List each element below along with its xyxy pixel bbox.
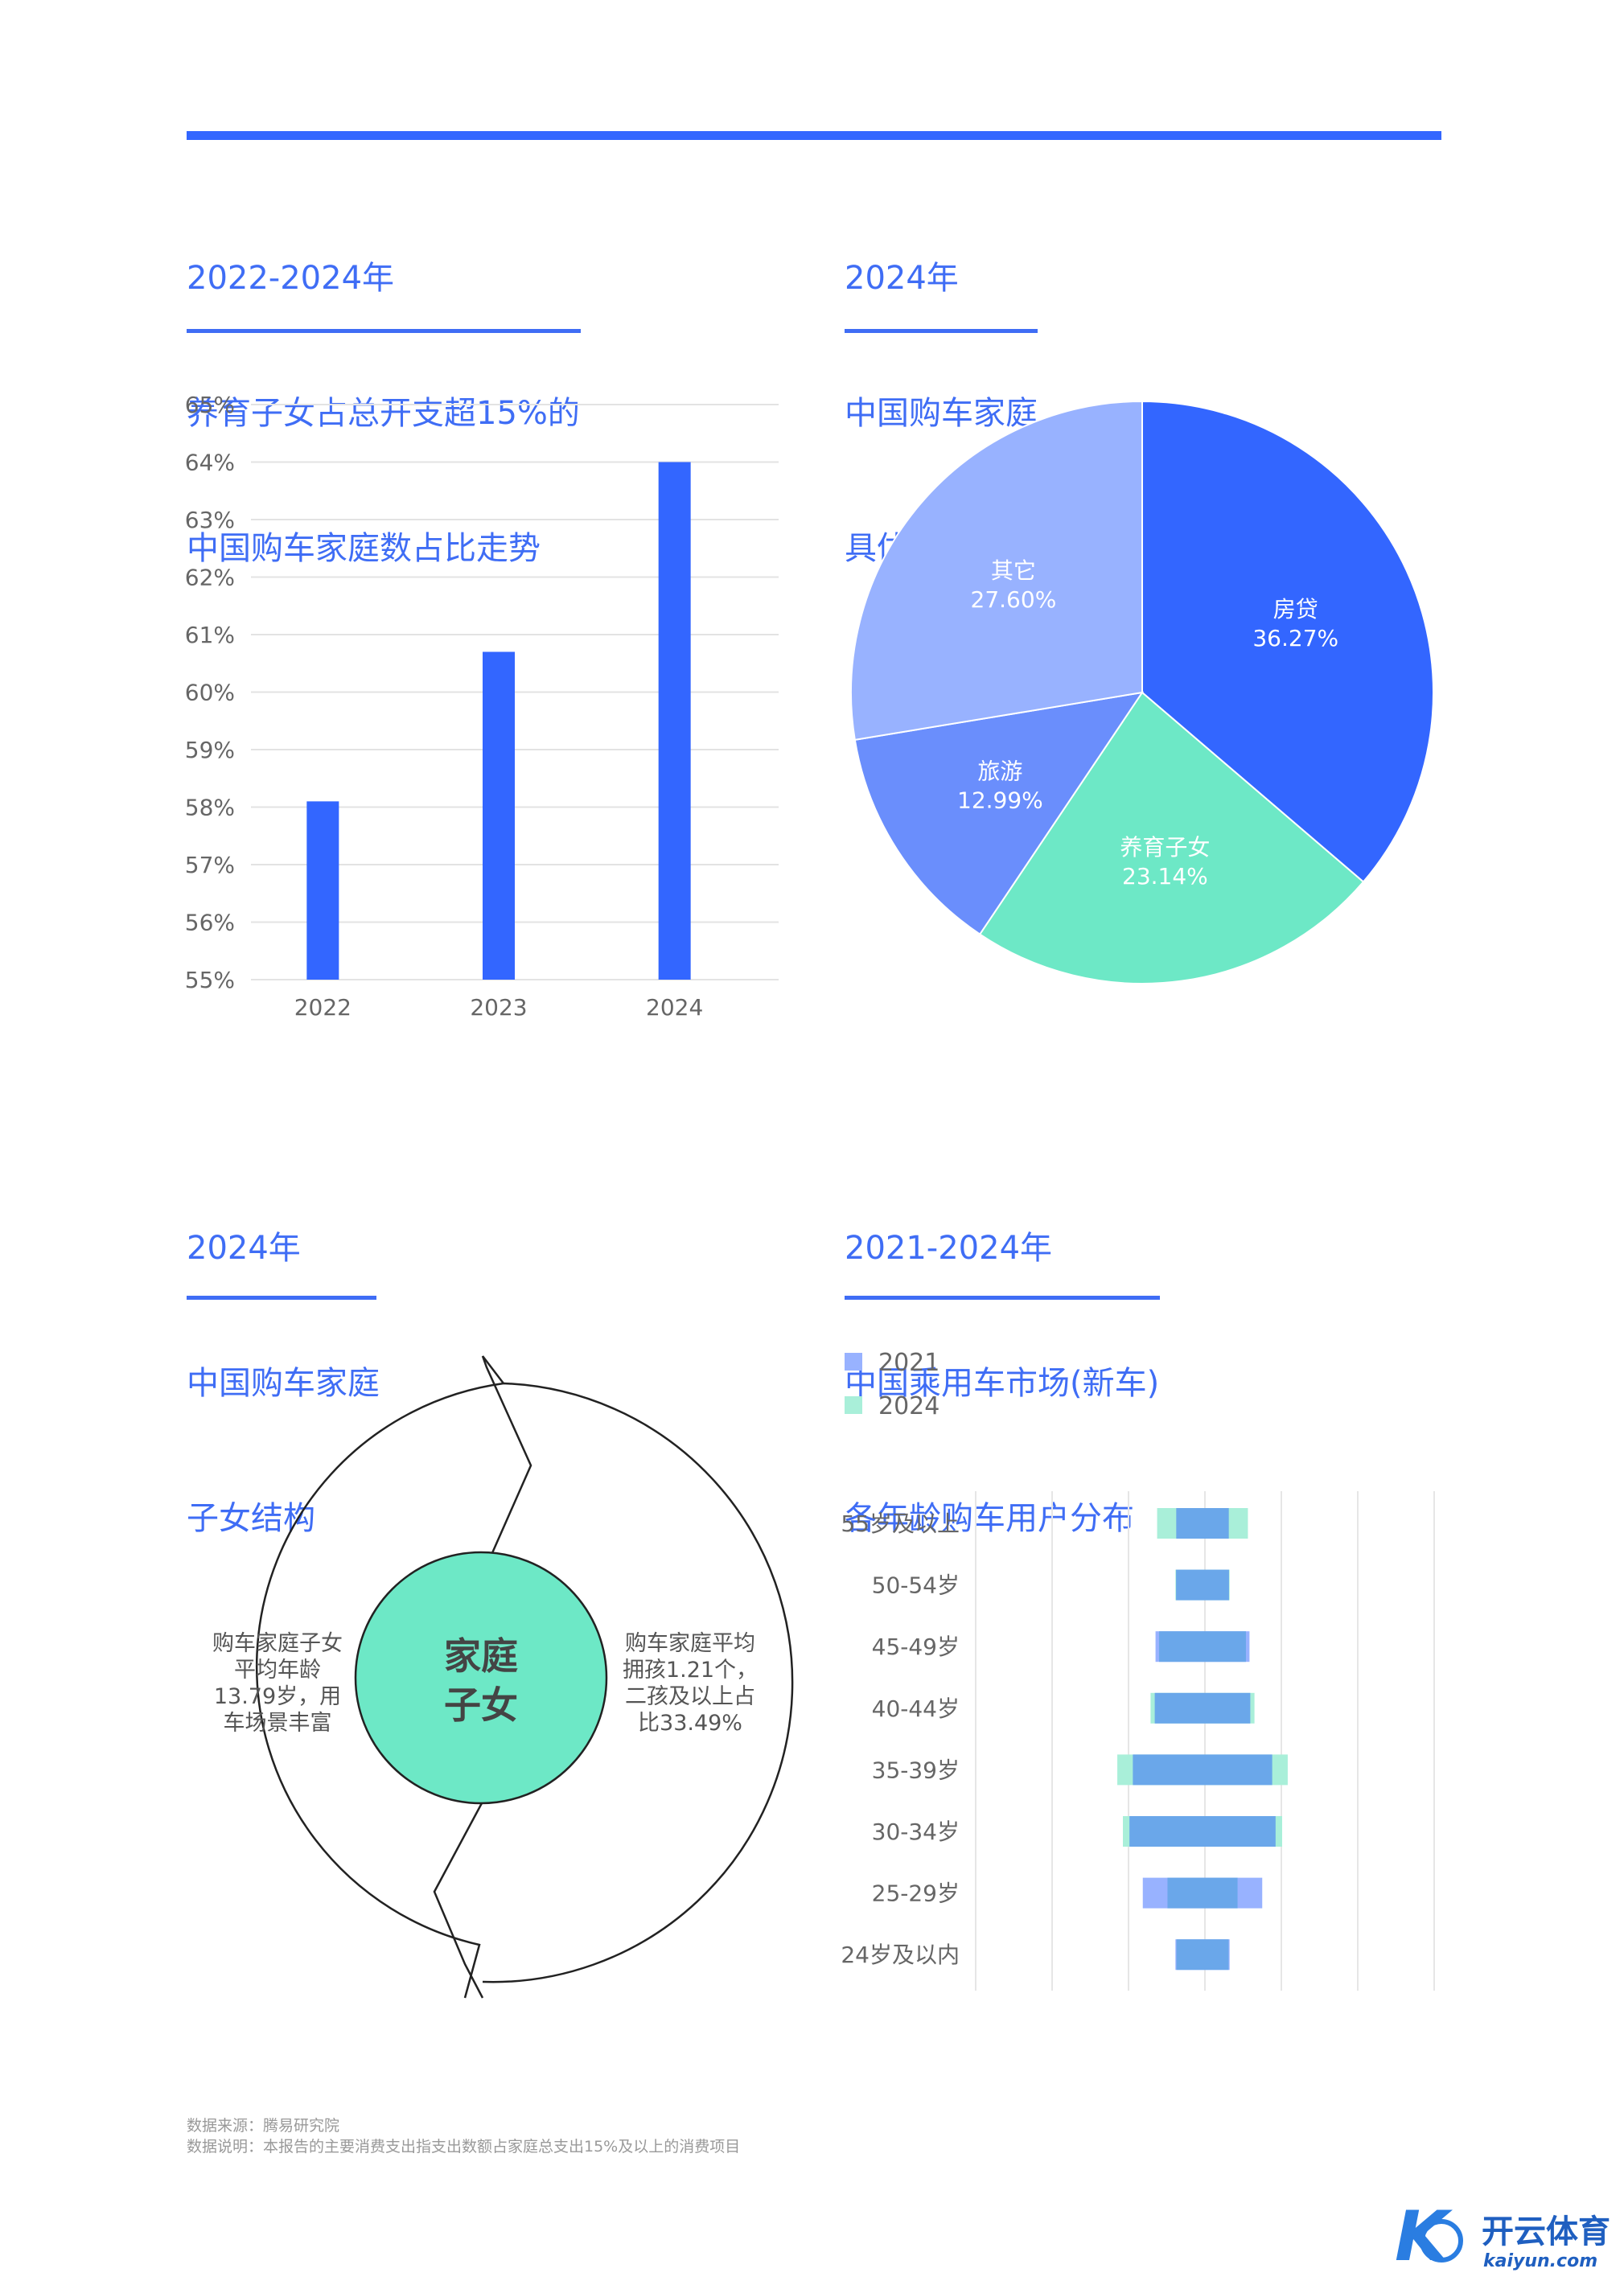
- pie-slice-0: [1141, 400, 1434, 883]
- family-left-text-1: 购车家庭子女: [212, 1631, 343, 1656]
- arrow-bottom: [433, 1801, 484, 1999]
- bar-y-tick-label: 57%: [185, 852, 235, 878]
- family-left-text-4: 车场景丰富: [224, 1711, 332, 1736]
- pie-slice-label: 旅游: [977, 758, 1022, 785]
- bar-2023: [483, 651, 515, 980]
- pie-slice-value: 23.14%: [1122, 863, 1208, 890]
- family-center-circle: [354, 1551, 608, 1805]
- bar-y-tick-label: 62%: [185, 565, 235, 591]
- age-title-underline: [845, 1296, 1160, 1300]
- family-right-text-1: 购车家庭平均: [625, 1631, 755, 1656]
- age-bar-overlap-4: [1133, 1754, 1272, 1786]
- age-bar-overlap-7: [1176, 1939, 1229, 1971]
- age-category-label: 35-39岁: [872, 1757, 960, 1783]
- bar-title-line-1: 2022-2024年: [187, 260, 395, 297]
- age-category-label: 24岁及以内: [841, 1942, 960, 1968]
- bar-y-tick-label: 60%: [185, 680, 235, 706]
- family-title-line-2: 中国购车家庭: [187, 1365, 380, 1402]
- age-title-line-1: 2021-2024年: [845, 1230, 1053, 1267]
- pie-slice-value: 27.60%: [971, 586, 1057, 613]
- bar-y-tick-label: 56%: [185, 910, 235, 936]
- age-category-label: 45-49岁: [872, 1634, 960, 1660]
- bar-y-tick-label: 63%: [185, 507, 235, 533]
- family-title-line-3: 子女结构: [187, 1500, 315, 1537]
- pie-slice-value: 36.27%: [1252, 625, 1338, 651]
- age-distribution-chart: 2021 2024 55岁及以上 50-54岁 45-49岁 40-44岁 35-39岁 30…: [841, 1349, 1435, 1991]
- age-category-label: 50-54岁: [872, 1572, 960, 1599]
- pie-slice-2: [853, 691, 1145, 935]
- family-diagram: 家庭 子女 购车家庭子女 平均年龄 13.79岁，用 车场景丰富 购车家庭平均 …: [212, 1355, 794, 1999]
- legend-swatch-2021: [845, 1353, 862, 1371]
- age-bar-overlap-2: [1159, 1631, 1246, 1662]
- top-accent-bar: [187, 131, 1441, 140]
- pie-slice-value: 12.99%: [957, 787, 1043, 814]
- bar-y-tick-label: 58%: [185, 795, 235, 821]
- family-left-text-2: 平均年龄: [234, 1658, 321, 1683]
- family-right-text-4: 比33.49%: [638, 1711, 742, 1736]
- legend-label-2024: 2024: [878, 1392, 939, 1420]
- family-center-label-1: 家庭: [444, 1634, 518, 1678]
- bar-title-underline: [187, 329, 581, 333]
- pie-slice-label: 房贷: [1273, 596, 1318, 623]
- pie-title-underline: [845, 329, 1038, 333]
- legend-swatch-2024: [845, 1396, 862, 1414]
- pie-slice-label: 养育子女: [1120, 834, 1210, 861]
- pie-slice-1: [978, 691, 1365, 984]
- family-title: 2024年 中国购车家庭 子女结构: [187, 1136, 380, 1586]
- footer-note: 数据说明：本报告的主要消费支出指支出数额占家庭总支出15%及以上的消费项目: [187, 2138, 741, 2156]
- age-category-label: 55岁及以上: [841, 1510, 960, 1537]
- bar-y-tick-label: 59%: [185, 737, 235, 763]
- brand-logo: K 开云体育 kaiyun.com: [1392, 2197, 1617, 2277]
- pie-slice-3: [850, 400, 1143, 742]
- legend-label-2021: 2021: [878, 1349, 939, 1377]
- bar-title-line-2: 养育子女占总开支超15%的: [187, 395, 580, 432]
- family-left-text-3: 13.79岁，用: [214, 1684, 341, 1709]
- pie-title-line-1: 2024年: [845, 260, 959, 297]
- age-chart-title: 2021-2024年 中国乘用车市场(新车) 各年龄购车用户分布: [845, 1136, 1159, 1586]
- footer-source: 数据来源：腾易研究院: [187, 2117, 340, 2135]
- logo-domain-text: kaiyun.com: [1483, 2251, 1597, 2271]
- age-category-label: 30-34岁: [872, 1819, 960, 1845]
- bar-title-line-3: 中国购车家庭数占比走势: [187, 530, 541, 567]
- age-bar-overlap-1: [1176, 1569, 1229, 1601]
- family-center-label-2: 子女: [444, 1683, 518, 1727]
- bar-x-tick-label: 2023: [470, 994, 527, 1021]
- arrow-top: [481, 1355, 532, 1576]
- bar-y-tick-label: 61%: [185, 622, 235, 648]
- family-title-underline: [187, 1296, 376, 1300]
- logo-brand-text: 开云体育: [1482, 2213, 1610, 2250]
- brand-logo-graphic: K 开云体育 kaiyun.com: [1395, 2197, 1610, 2277]
- age-bar-overlap-3: [1154, 1692, 1251, 1724]
- age-bar-overlap-6: [1167, 1877, 1238, 1909]
- pie-title-line-2: 中国购车家庭: [845, 395, 1038, 432]
- bar-x-tick-label: 2024: [646, 994, 703, 1021]
- age-bar-overlap-0: [1176, 1508, 1229, 1539]
- outer-ring-right-arc: [482, 1382, 794, 1983]
- bar-2022: [306, 801, 339, 980]
- pie-slice-label: 其它: [991, 557, 1036, 584]
- age-title-line-3: 各年龄购车用户分布: [845, 1500, 1134, 1537]
- age-category-label: 40-44岁: [872, 1695, 960, 1722]
- family-right-text-2: 拥孩1.21个，: [623, 1658, 758, 1683]
- age-category-label: 25-29岁: [872, 1880, 960, 1907]
- bar-chart-title: 2022-2024年 养育子女占总开支超15%的 中国购车家庭数占比走势: [187, 166, 580, 616]
- bar-y-tick-label: 65%: [185, 392, 235, 418]
- age-title-line-2: 中国乘用车市场(新车): [845, 1365, 1160, 1402]
- bar-x-tick-label: 2022: [294, 994, 352, 1021]
- bar-chart: 55% 56% 57% 58% 59% 60% 61% 62% 63% 64% 65% 2022 202…: [185, 392, 779, 1021]
- family-right-text-3: 二孩及以上占: [625, 1684, 755, 1709]
- logo-ball-icon: [1420, 2219, 1463, 2263]
- age-bar-overlap-5: [1129, 1816, 1276, 1847]
- bar-2024: [658, 462, 691, 980]
- bar-y-tick-label: 64%: [185, 450, 235, 476]
- outer-ring-left-arc: [256, 1355, 506, 1999]
- bar-y-tick-label: 55%: [185, 967, 235, 993]
- family-title-line-1: 2024年: [187, 1230, 301, 1267]
